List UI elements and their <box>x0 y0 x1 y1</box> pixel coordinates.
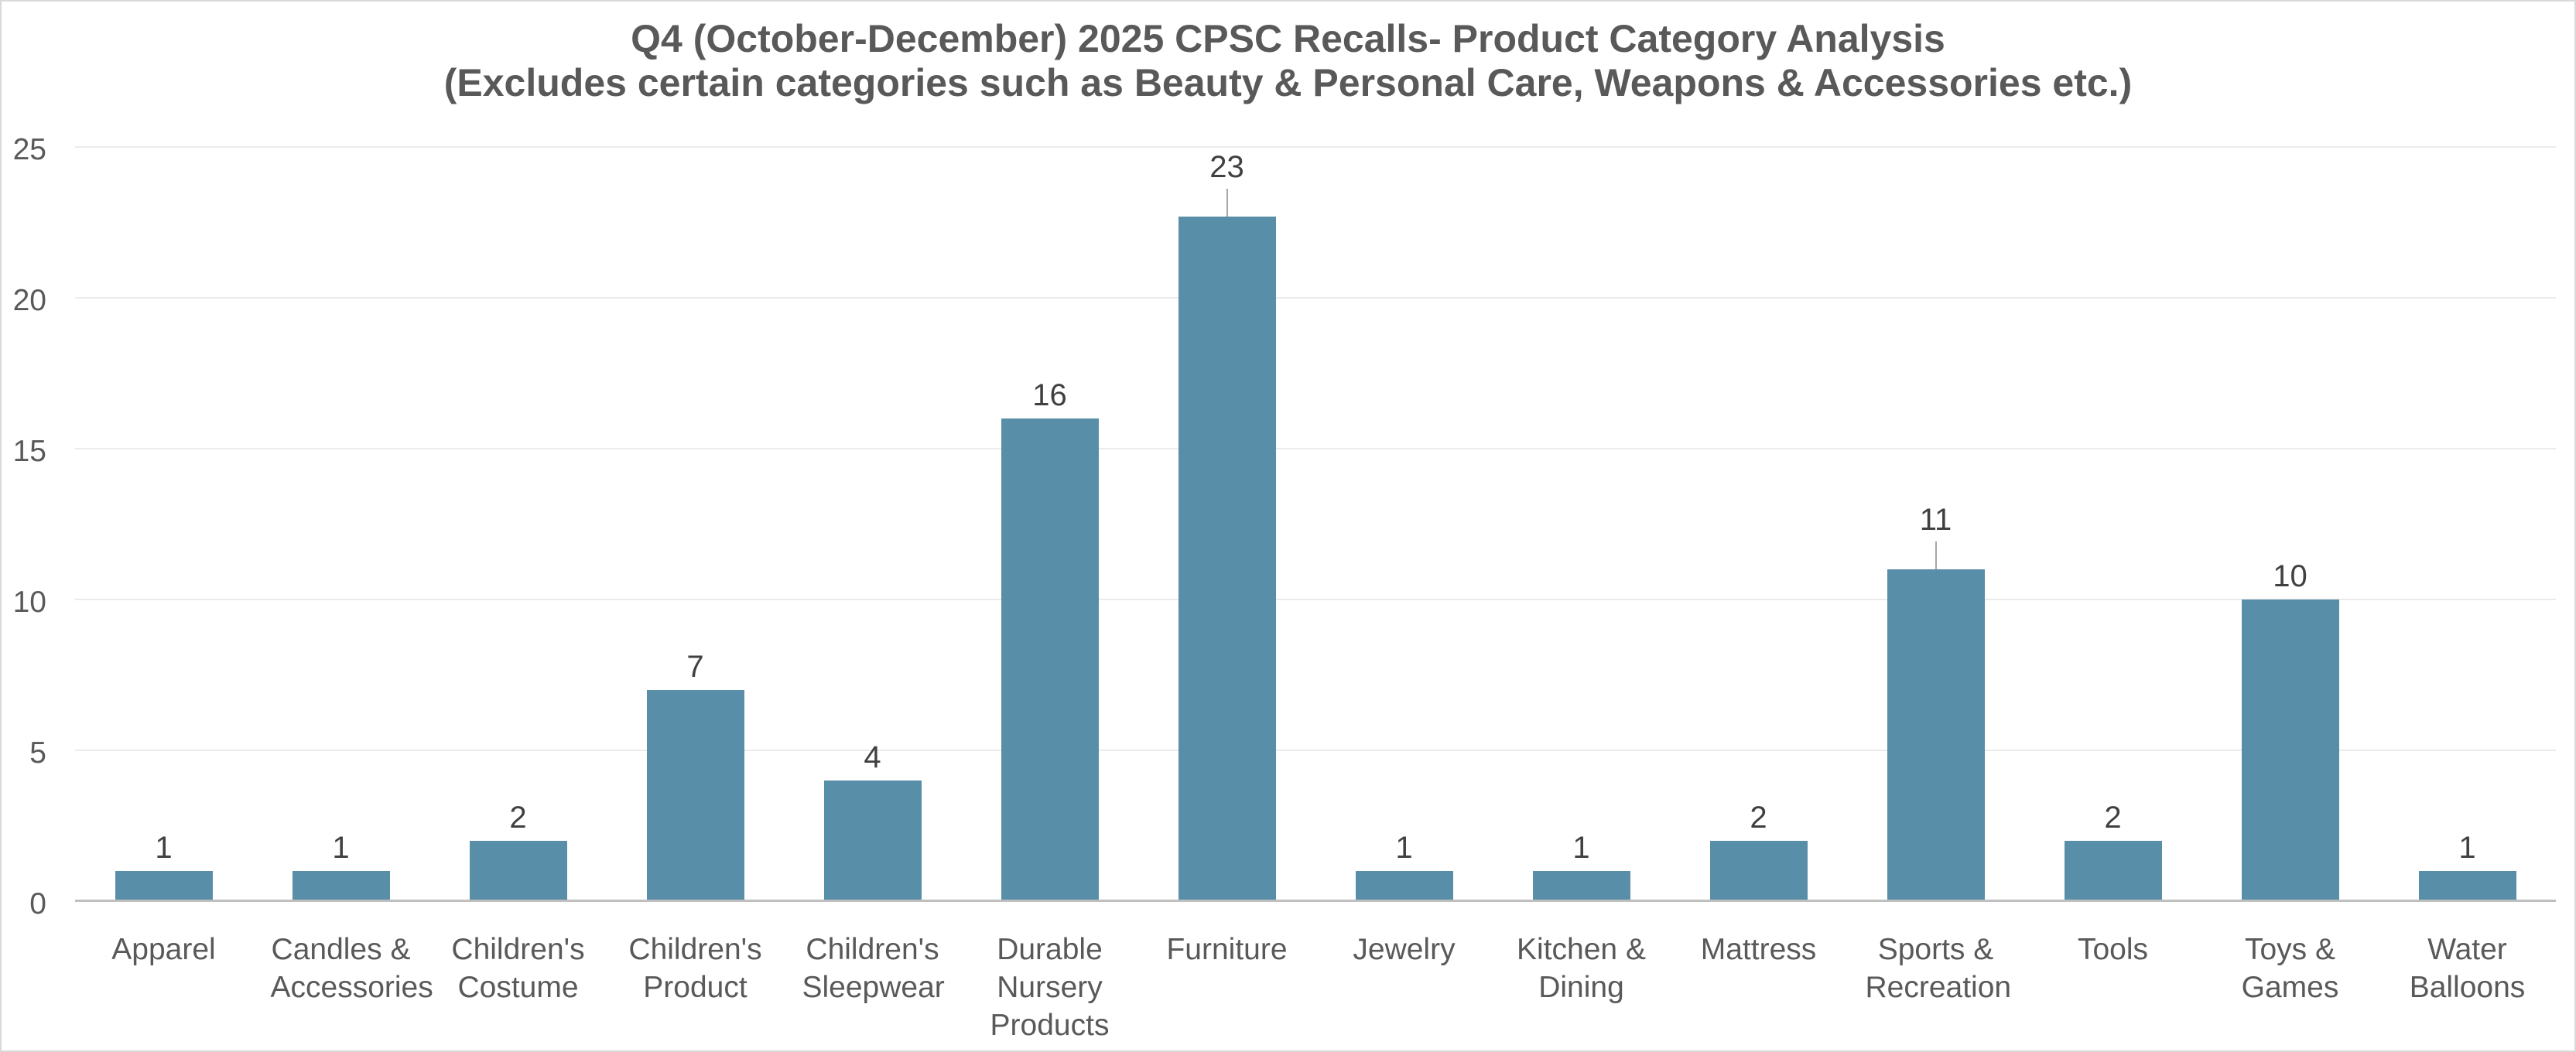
bar-column-children-s-costume: 2 <box>429 150 607 901</box>
gridline-10 <box>75 599 2556 600</box>
gridline-5 <box>75 750 2556 751</box>
data-label-mattress: 2 <box>1750 801 1767 835</box>
data-label-toys-games: 10 <box>2273 559 2307 593</box>
bar-column-toys-games: 10 <box>2201 150 2379 901</box>
x-label-cell-jewelry: Jewelry <box>1315 931 1493 1044</box>
bar-children-s-sleepwear <box>823 780 922 901</box>
bar-mattress <box>1709 841 1808 901</box>
x-label-cell-children-s-product: Children's Product <box>607 931 784 1044</box>
x-label-cell-kitchen-dining: Kitchen & Dining <box>1493 931 1670 1044</box>
bar-column-children-s-sleepwear: 4 <box>784 150 961 901</box>
x-label-water-balloons: Water Balloons <box>2409 933 2526 1004</box>
chart-title-line2: (Excludes certain categories such as Bea… <box>443 61 2133 104</box>
x-label-jewelry: Jewelry <box>1353 933 1456 966</box>
x-label-cell-water-balloons: Water Balloons <box>2379 931 2556 1044</box>
bar-column-durable-nursery-products: 16 <box>961 150 1138 901</box>
x-label-tools: Tools <box>2077 933 2149 966</box>
x-label-mattress: Mattress <box>1700 933 1817 966</box>
chart-title-line1: Q4 (October-December) 2025 CPSC Recalls-… <box>631 17 1945 60</box>
y-tick-label-25: 25 <box>12 133 46 166</box>
bar-column-water-balloons: 1 <box>2379 150 2556 901</box>
plot-area: 1 1 2 7 4 16 23 1 1 2 11 2 10 1 <box>75 146 2556 902</box>
bar-water-balloons <box>2418 871 2516 901</box>
leader-line-furniture <box>1226 189 1228 217</box>
bar-tools <box>2064 841 2162 901</box>
bar-column-tools: 2 <box>2024 150 2201 901</box>
bar-jewelry <box>1355 871 1453 901</box>
x-label-children-s-product: Children's Product <box>628 933 762 1004</box>
bar-column-apparel: 1 <box>75 150 252 901</box>
x-label-cell-tools: Tools <box>2024 931 2201 1044</box>
bar-durable-nursery-products <box>1001 418 1099 901</box>
bar-column-jewelry: 1 <box>1315 150 1493 901</box>
x-label-cell-children-s-costume: Children's Costume <box>429 931 607 1044</box>
x-label-sports-recreation: Sports & Recreation <box>1865 933 2012 1004</box>
gridline-25 <box>75 146 2556 148</box>
x-label-durable-nursery-products: Durable Nursery Products <box>990 933 1110 1042</box>
bar-apparel <box>115 871 213 901</box>
data-label-water-balloons: 1 <box>2458 831 2476 865</box>
y-tick-label-10: 10 <box>12 586 46 619</box>
gridline-15 <box>75 448 2556 449</box>
bar-children-s-costume <box>469 841 567 901</box>
x-label-cell-durable-nursery-products: Durable Nursery Products <box>961 931 1138 1044</box>
x-label-cell-apparel: Apparel <box>75 931 252 1044</box>
leader-line-sports-recreation <box>1935 541 1937 569</box>
data-label-durable-nursery-products: 16 <box>1032 378 1067 412</box>
data-label-tools: 2 <box>2104 801 2122 835</box>
chart-title: Q4 (October-December) 2025 CPSC Recalls-… <box>2 17 2574 105</box>
bar-furniture <box>1178 216 1276 901</box>
x-label-cell-sports-recreation: Sports & Recreation <box>1847 931 2024 1044</box>
bar-column-furniture: 23 <box>1138 150 1315 901</box>
bars-layer: 1 1 2 7 4 16 23 1 1 2 11 2 10 1 <box>75 150 2556 901</box>
x-label-children-s-costume: Children's Costume <box>451 933 585 1004</box>
bar-column-children-s-product: 7 <box>607 150 784 901</box>
y-tick-label-15: 15 <box>12 435 46 468</box>
x-label-cell-candles-accessories: Candles & Accessories <box>252 931 433 1044</box>
bar-candles-accessories <box>292 871 390 901</box>
data-label-jewelry: 1 <box>1395 831 1413 865</box>
bar-children-s-product <box>646 690 744 901</box>
data-label-children-s-sleepwear: 4 <box>864 740 881 774</box>
x-label-toys-games: Toys & Games <box>2241 933 2339 1004</box>
data-label-kitchen-dining: 1 <box>1572 831 1590 865</box>
x-label-cell-toys-games: Toys & Games <box>2201 931 2379 1044</box>
x-label-kitchen-dining: Kitchen & Dining <box>1517 933 1646 1004</box>
data-label-sports-recreation: 11 <box>1919 503 1952 537</box>
y-tick-label-20: 20 <box>12 284 46 317</box>
bar-sports-recreation <box>1887 569 1985 901</box>
bar-column-sports-recreation: 11 <box>1847 150 2024 901</box>
x-label-cell-mattress: Mattress <box>1670 931 1847 1044</box>
data-label-furniture: 23 <box>1209 150 1244 184</box>
y-tick-label-0: 0 <box>29 887 46 920</box>
x-label-candles-accessories: Candles & Accessories <box>270 933 433 1004</box>
bar-column-candles-accessories: 1 <box>252 150 429 901</box>
x-label-cell-children-s-sleepwear: Children's Sleepwear <box>784 931 961 1044</box>
bar-toys-games <box>2241 599 2339 901</box>
x-label-cell-furniture: Furniture <box>1138 931 1315 1044</box>
bar-column-mattress: 2 <box>1670 150 1847 901</box>
x-axis-category-labels: Apparel Candles & Accessories Children's C… <box>75 931 2556 1044</box>
x-label-apparel: Apparel <box>111 933 216 966</box>
data-label-children-s-costume: 2 <box>509 801 527 835</box>
x-axis-line <box>75 900 2556 902</box>
y-tick-label-5: 5 <box>29 736 46 770</box>
x-label-children-s-sleepwear: Children's Sleepwear <box>802 933 945 1004</box>
bar-kitchen-dining <box>1532 871 1630 901</box>
data-label-children-s-product: 7 <box>686 650 704 684</box>
x-label-furniture: Furniture <box>1166 933 1288 966</box>
gridline-20 <box>75 297 2556 299</box>
data-label-candles-accessories: 1 <box>332 831 350 865</box>
data-label-apparel: 1 <box>155 831 173 865</box>
bar-column-kitchen-dining: 1 <box>1493 150 1670 901</box>
